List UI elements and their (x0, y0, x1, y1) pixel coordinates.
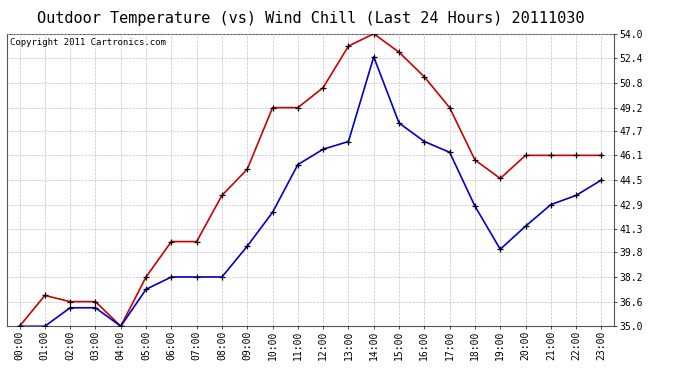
Text: Outdoor Temperature (vs) Wind Chill (Last 24 Hours) 20111030: Outdoor Temperature (vs) Wind Chill (Las… (37, 11, 584, 26)
Text: Copyright 2011 Cartronics.com: Copyright 2011 Cartronics.com (10, 38, 166, 47)
